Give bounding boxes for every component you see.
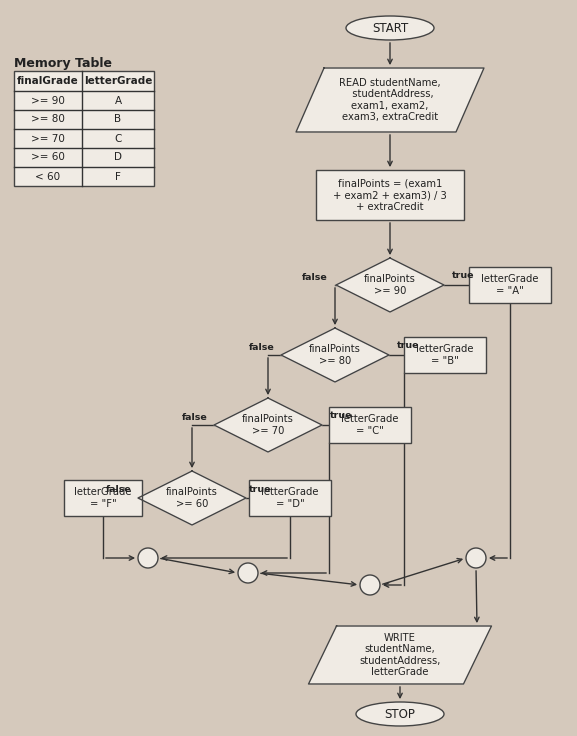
Text: >= 60: >= 60 xyxy=(31,152,65,163)
Text: Memory Table: Memory Table xyxy=(14,57,112,70)
Circle shape xyxy=(238,563,258,583)
Circle shape xyxy=(138,548,158,568)
Circle shape xyxy=(466,548,486,568)
Text: START: START xyxy=(372,21,408,35)
Text: true: true xyxy=(329,411,352,420)
Text: false: false xyxy=(302,272,328,281)
FancyBboxPatch shape xyxy=(469,267,551,303)
Polygon shape xyxy=(138,471,246,525)
Text: C: C xyxy=(114,133,122,144)
Polygon shape xyxy=(336,258,444,312)
Text: >= 90: >= 90 xyxy=(31,96,65,105)
Text: finalPoints
>= 90: finalPoints >= 90 xyxy=(364,275,416,296)
Text: B: B xyxy=(114,115,122,124)
Text: < 60: < 60 xyxy=(35,171,61,182)
Circle shape xyxy=(360,575,380,595)
Text: finalGrade: finalGrade xyxy=(17,76,79,86)
Polygon shape xyxy=(296,68,484,132)
Text: >= 70: >= 70 xyxy=(31,133,65,144)
Text: finalPoints
>= 60: finalPoints >= 60 xyxy=(166,487,218,509)
Text: letterGrade: letterGrade xyxy=(84,76,152,86)
FancyBboxPatch shape xyxy=(316,170,464,220)
FancyBboxPatch shape xyxy=(249,480,331,516)
Text: >= 80: >= 80 xyxy=(31,115,65,124)
FancyBboxPatch shape xyxy=(404,337,486,373)
Text: finalPoints = (exam1
+ exam2 + exam3) / 3
+ extraCredit: finalPoints = (exam1 + exam2 + exam3) / … xyxy=(333,178,447,212)
Text: WRITE
studentName,
studentAddress,
letterGrade: WRITE studentName, studentAddress, lette… xyxy=(359,633,441,677)
Polygon shape xyxy=(281,328,389,382)
Text: letterGrade
= "A": letterGrade = "A" xyxy=(481,275,539,296)
FancyBboxPatch shape xyxy=(329,407,411,443)
Text: letterGrade
= "C": letterGrade = "C" xyxy=(341,414,399,436)
Text: letterGrade
= "B": letterGrade = "B" xyxy=(416,344,474,366)
Text: READ studentName,
  studentAddress,
exam1, exam2,
exam3, extraCredit: READ studentName, studentAddress, exam1,… xyxy=(339,77,441,122)
Text: letterGrade
= "F": letterGrade = "F" xyxy=(74,487,132,509)
Text: true: true xyxy=(249,486,271,495)
FancyBboxPatch shape xyxy=(14,71,154,186)
Text: letterGrade
= "D": letterGrade = "D" xyxy=(261,487,319,509)
Text: A: A xyxy=(114,96,122,105)
Text: false: false xyxy=(106,486,132,495)
Text: finalPoints
>= 70: finalPoints >= 70 xyxy=(242,414,294,436)
Text: finalPoints
>= 80: finalPoints >= 80 xyxy=(309,344,361,366)
Polygon shape xyxy=(214,398,322,452)
Ellipse shape xyxy=(346,16,434,40)
Text: false: false xyxy=(249,342,275,352)
Text: D: D xyxy=(114,152,122,163)
Text: F: F xyxy=(115,171,121,182)
Text: true: true xyxy=(397,342,419,350)
FancyBboxPatch shape xyxy=(64,480,142,516)
Text: true: true xyxy=(452,272,474,280)
Ellipse shape xyxy=(356,702,444,726)
Text: false: false xyxy=(182,412,208,422)
Text: STOP: STOP xyxy=(384,707,415,721)
Polygon shape xyxy=(309,626,492,684)
